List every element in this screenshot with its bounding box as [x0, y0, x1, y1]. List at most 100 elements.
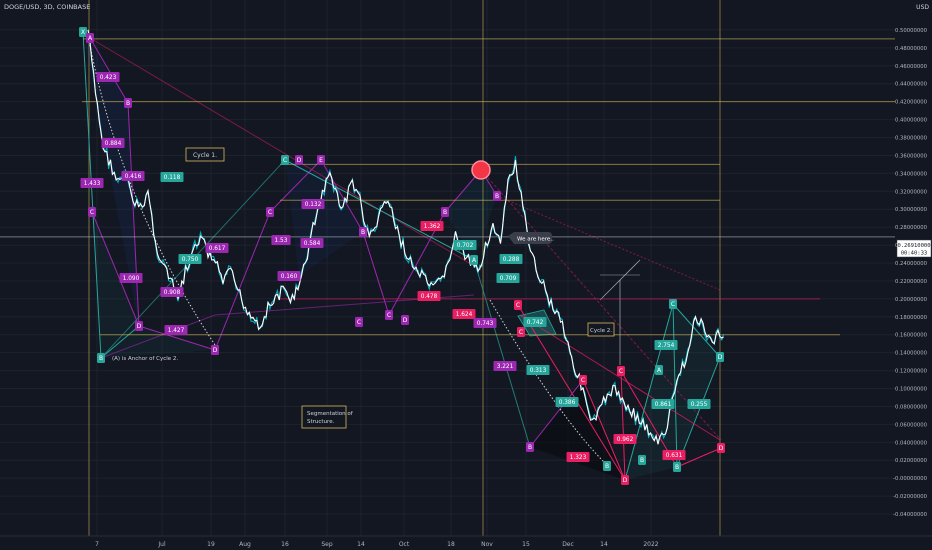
horizontal-levels: [0, 38, 895, 336]
ratio-label-29: 0.255: [687, 399, 711, 409]
ratio-label-13: 0.160: [277, 271, 301, 281]
y-tick-label-4: 0.42000000: [895, 100, 928, 106]
pattern-point-6: D: [211, 345, 219, 355]
y-tick-label-16: 0.18000000: [895, 315, 928, 321]
x-tick-label-4: 16: [281, 541, 289, 548]
y-tick-label-1: 0.48000000: [895, 46, 928, 52]
svg-text:0.861: 0.861: [655, 402, 672, 408]
svg-text:B: B: [361, 229, 365, 236]
pattern-point-10: C: [266, 207, 274, 217]
x-tick-label-6: 14: [357, 541, 365, 548]
y-tick-label-9: 0.32000000: [895, 189, 928, 195]
ratio-label-16: 0.702: [453, 240, 477, 250]
svg-text:C: C: [619, 368, 623, 375]
trend-line-10: [320, 159, 364, 233]
svg-text:1.433: 1.433: [84, 181, 101, 187]
x-tick-label-2: 19: [207, 541, 215, 548]
time-axis[interactable]: 7 Jul 19 Aug 16 Sep 14 Oct 18 Nov 15 Dec 14 2022: [0, 535, 932, 550]
svg-text:C: C: [268, 209, 272, 216]
price-axis[interactable]: 0.50000000 0.48000000 0.46000000 0.44000000…: [893, 0, 932, 550]
x-tick-label-13: 2022: [643, 541, 658, 548]
svg-text:0.416: 0.416: [125, 174, 142, 180]
ratio-label-2: 0.416: [121, 171, 145, 181]
y-tick-label-20: 0.10000000: [895, 387, 928, 393]
annotation-we-are-here-text: We are here..: [517, 237, 554, 243]
ratio-label-19: 0.709: [496, 273, 520, 283]
trend-line-17: [517, 304, 626, 481]
annotation-cycle-1[interactable]: Cycle 1.: [185, 147, 225, 162]
y-tick-label-27: -0.04000000: [893, 512, 928, 518]
pattern-point-23: C: [617, 366, 625, 376]
svg-text:0.423: 0.423: [100, 75, 117, 81]
svg-text:0.617: 0.617: [209, 246, 226, 252]
trend-line-22: [676, 447, 722, 468]
annotation-we-are-here[interactable]: We are here..: [508, 232, 554, 244]
trend-line-16: [473, 259, 531, 448]
y-tick-label-10: 0.30000000: [895, 207, 928, 213]
trend-line-11: [362, 231, 390, 316]
x-tick-label-7: Oct: [399, 541, 410, 548]
current-price-tag: 0.26910000 00:40:33: [896, 239, 932, 258]
svg-text:A: A: [472, 257, 477, 264]
svg-text:C: C: [581, 377, 585, 384]
symbol-title: DOGE/USD, 3D, COINBASE: [4, 3, 91, 11]
x-tick-label-1: Jul: [157, 541, 166, 548]
pattern-point-14: D: [401, 315, 409, 325]
svg-text:C: C: [387, 312, 391, 319]
svg-text:0.750: 0.750: [182, 257, 199, 263]
x-tick-label-8: 18: [447, 541, 455, 548]
ratio-label-26: 0.962: [613, 434, 637, 444]
pattern-point-0: X: [79, 27, 87, 37]
price-series: [87, 29, 725, 445]
pattern-point-4: D: [135, 321, 143, 331]
pattern-point-9: E: [317, 155, 325, 165]
pattern-point-30: D: [716, 352, 724, 362]
trend-line-5: [89, 37, 129, 104]
pattern-point-16: A: [470, 255, 478, 265]
pattern-point-20: B: [526, 442, 534, 452]
svg-text:0.160: 0.160: [281, 274, 298, 280]
svg-text:A: A: [88, 35, 93, 42]
ratio-label-15: 0.478: [417, 291, 441, 301]
y-tick-label-8: 0.34000000: [895, 171, 928, 177]
svg-text:2.754: 2.754: [658, 343, 675, 349]
pattern-point-5: B: [97, 353, 105, 363]
svg-text:D: D: [213, 347, 218, 354]
pattern-point-12: C: [355, 317, 363, 327]
annotation-segmentation-line2: Structure.: [307, 419, 335, 425]
svg-text:0.709: 0.709: [500, 276, 517, 282]
trend-line-32: [100, 325, 140, 359]
ratio-label-17: 1.624: [452, 309, 476, 319]
pattern-point-17: B: [493, 191, 501, 201]
svg-text:1.362: 1.362: [424, 224, 441, 230]
pattern-point-25: D: [621, 475, 629, 485]
pattern-point-19: C: [517, 327, 525, 337]
x-tick-label-10: 15: [522, 541, 530, 548]
svg-text:B: B: [605, 463, 609, 470]
y-tick-label-15: 0.20000000: [895, 297, 928, 303]
svg-text:1.427: 1.427: [168, 328, 185, 334]
current-price: 0.26910000: [897, 243, 930, 249]
svg-text:0.702: 0.702: [457, 243, 474, 249]
current-position-marker[interactable]: [471, 160, 491, 180]
svg-text:0.743: 0.743: [477, 321, 494, 327]
trend-line-24: [672, 303, 721, 358]
pattern-point-29: B: [673, 462, 681, 472]
trend-line-3: [82, 31, 102, 359]
svg-text:C: C: [519, 329, 523, 336]
pattern-point-8: D: [295, 155, 303, 165]
annotation-cycle-2[interactable]: Cycle 2.: [587, 322, 615, 337]
svg-text:0.631: 0.631: [666, 453, 683, 459]
currency-label: USD: [916, 4, 929, 11]
svg-text:0.908: 0.908: [164, 290, 181, 296]
annotation-segmentation[interactable]: Segmentation of Structure.: [301, 405, 354, 429]
x-tick-label-12: 14: [600, 541, 608, 548]
svg-text:0.118: 0.118: [164, 175, 181, 181]
pattern-point-31: D: [717, 443, 725, 453]
pattern-point-1: A: [86, 33, 94, 43]
ratio-label-11: 1.53: [271, 235, 291, 245]
svg-text:B: B: [640, 457, 644, 464]
svg-text:B: B: [443, 209, 447, 216]
ratio-label-6: 0.750: [178, 254, 202, 264]
